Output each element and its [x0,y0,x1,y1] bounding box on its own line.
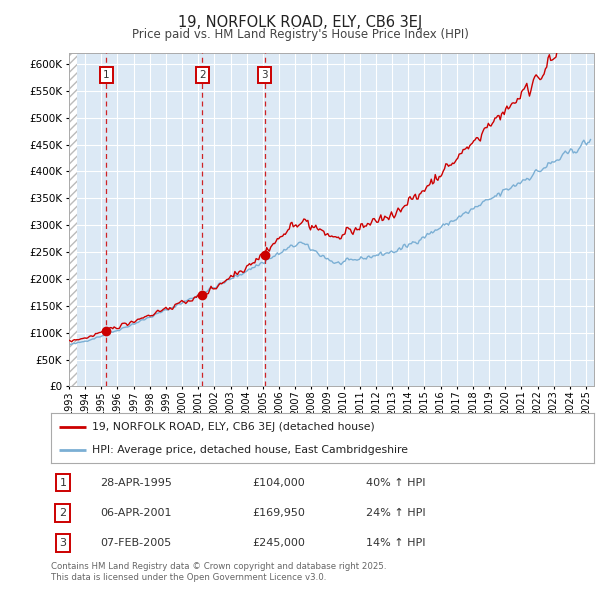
Text: £169,950: £169,950 [252,508,305,518]
Text: 1: 1 [103,70,110,80]
Text: HPI: Average price, detached house, East Cambridgeshire: HPI: Average price, detached house, East… [92,445,408,455]
Text: 07-FEB-2005: 07-FEB-2005 [100,538,171,548]
Text: 06-APR-2001: 06-APR-2001 [100,508,172,518]
Text: 3: 3 [59,538,67,548]
Text: Price paid vs. HM Land Registry's House Price Index (HPI): Price paid vs. HM Land Registry's House … [131,28,469,41]
Text: 24% ↑ HPI: 24% ↑ HPI [366,508,425,518]
Text: £245,000: £245,000 [252,538,305,548]
Text: 3: 3 [261,70,268,80]
Text: 28-APR-1995: 28-APR-1995 [100,477,172,487]
Text: 2: 2 [199,70,206,80]
Text: 19, NORFOLK ROAD, ELY, CB6 3EJ: 19, NORFOLK ROAD, ELY, CB6 3EJ [178,15,422,30]
Text: 19, NORFOLK ROAD, ELY, CB6 3EJ (detached house): 19, NORFOLK ROAD, ELY, CB6 3EJ (detached… [92,421,374,431]
Text: 40% ↑ HPI: 40% ↑ HPI [366,477,425,487]
Bar [69,53,77,386]
Text: 2: 2 [59,508,67,518]
Text: 14% ↑ HPI: 14% ↑ HPI [366,538,425,548]
Text: 1: 1 [59,477,67,487]
Text: Contains HM Land Registry data © Crown copyright and database right 2025.
This d: Contains HM Land Registry data © Crown c… [51,562,386,582]
Text: £104,000: £104,000 [252,477,305,487]
